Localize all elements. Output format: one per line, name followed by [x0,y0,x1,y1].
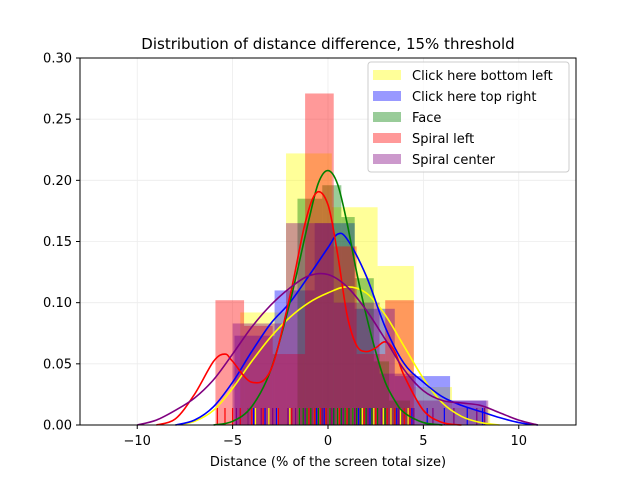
legend-swatch-4 [373,154,401,164]
legend-swatch-3 [373,133,401,143]
bar-series4-3 [334,303,380,425]
chart-title: Distribution of distance difference, 15%… [141,35,514,53]
x-tick-label-1: −5 [223,434,242,449]
legend-swatch-1 [373,91,401,101]
legend-swatch-0 [373,70,401,80]
y-tick-label-4: 0.20 [43,174,72,189]
bar-series4-2 [303,223,334,425]
legend-label-1: Click here top right [412,90,537,105]
x-tick-label-2: 0 [324,434,332,449]
legend-label-0: Click here bottom left [412,69,553,84]
legend-label-2: Face [412,111,441,126]
y-tick-label-5: 0.25 [43,113,72,128]
y-tick-label-3: 0.15 [43,235,72,250]
x-tick-label-4: 10 [510,434,527,449]
y-tick-label-0: 0.00 [43,419,72,434]
legend-label-3: Spiral left [412,132,474,147]
x-axis-label: Distance (% of the screen total size) [210,455,446,470]
legend: Click here bottom left Click here top rig… [368,62,569,172]
y-tick-label-6: 0.30 [43,52,72,67]
y-tick-label-2: 0.10 [43,296,72,311]
y-tick-label-1: 0.05 [43,357,72,372]
x-tick-label-0: −10 [124,434,151,449]
legend-label-4: Spiral center [412,153,496,168]
x-tick-label-3: 5 [419,434,427,449]
legend-swatch-2 [373,112,401,122]
